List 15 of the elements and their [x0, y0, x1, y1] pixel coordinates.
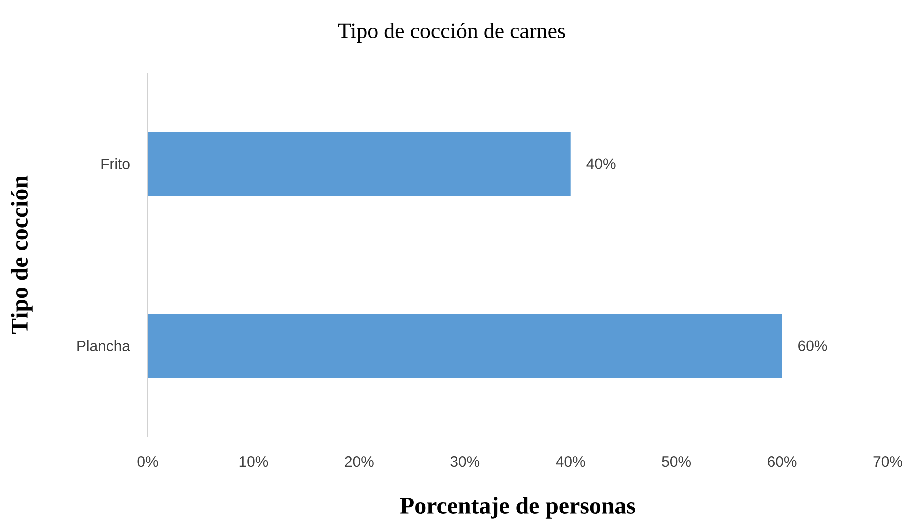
x-tick-label: 70%: [874, 456, 902, 468]
data-label: 60%: [798, 340, 828, 352]
x-tick-label: 50%: [662, 456, 691, 468]
y-tick-label: Frito: [102, 158, 130, 170]
x-tick-label: 20%: [345, 456, 374, 468]
x-tick-label: 30%: [450, 456, 480, 468]
x-tick-label: 60%: [768, 456, 797, 468]
x-tick-label: 40%: [556, 456, 586, 468]
data-label: 40%: [586, 158, 616, 170]
x-axis-title: Porcentaje de personas: [400, 497, 636, 519]
y-tick-label: Plancha: [78, 340, 130, 352]
chart-title: Tipo de cocción de carnes: [338, 23, 566, 43]
x-tick-label: 0%: [138, 456, 158, 468]
y-axis-title: Tipo de cocción: [11, 176, 33, 334]
x-tick-label: 10%: [240, 456, 268, 468]
